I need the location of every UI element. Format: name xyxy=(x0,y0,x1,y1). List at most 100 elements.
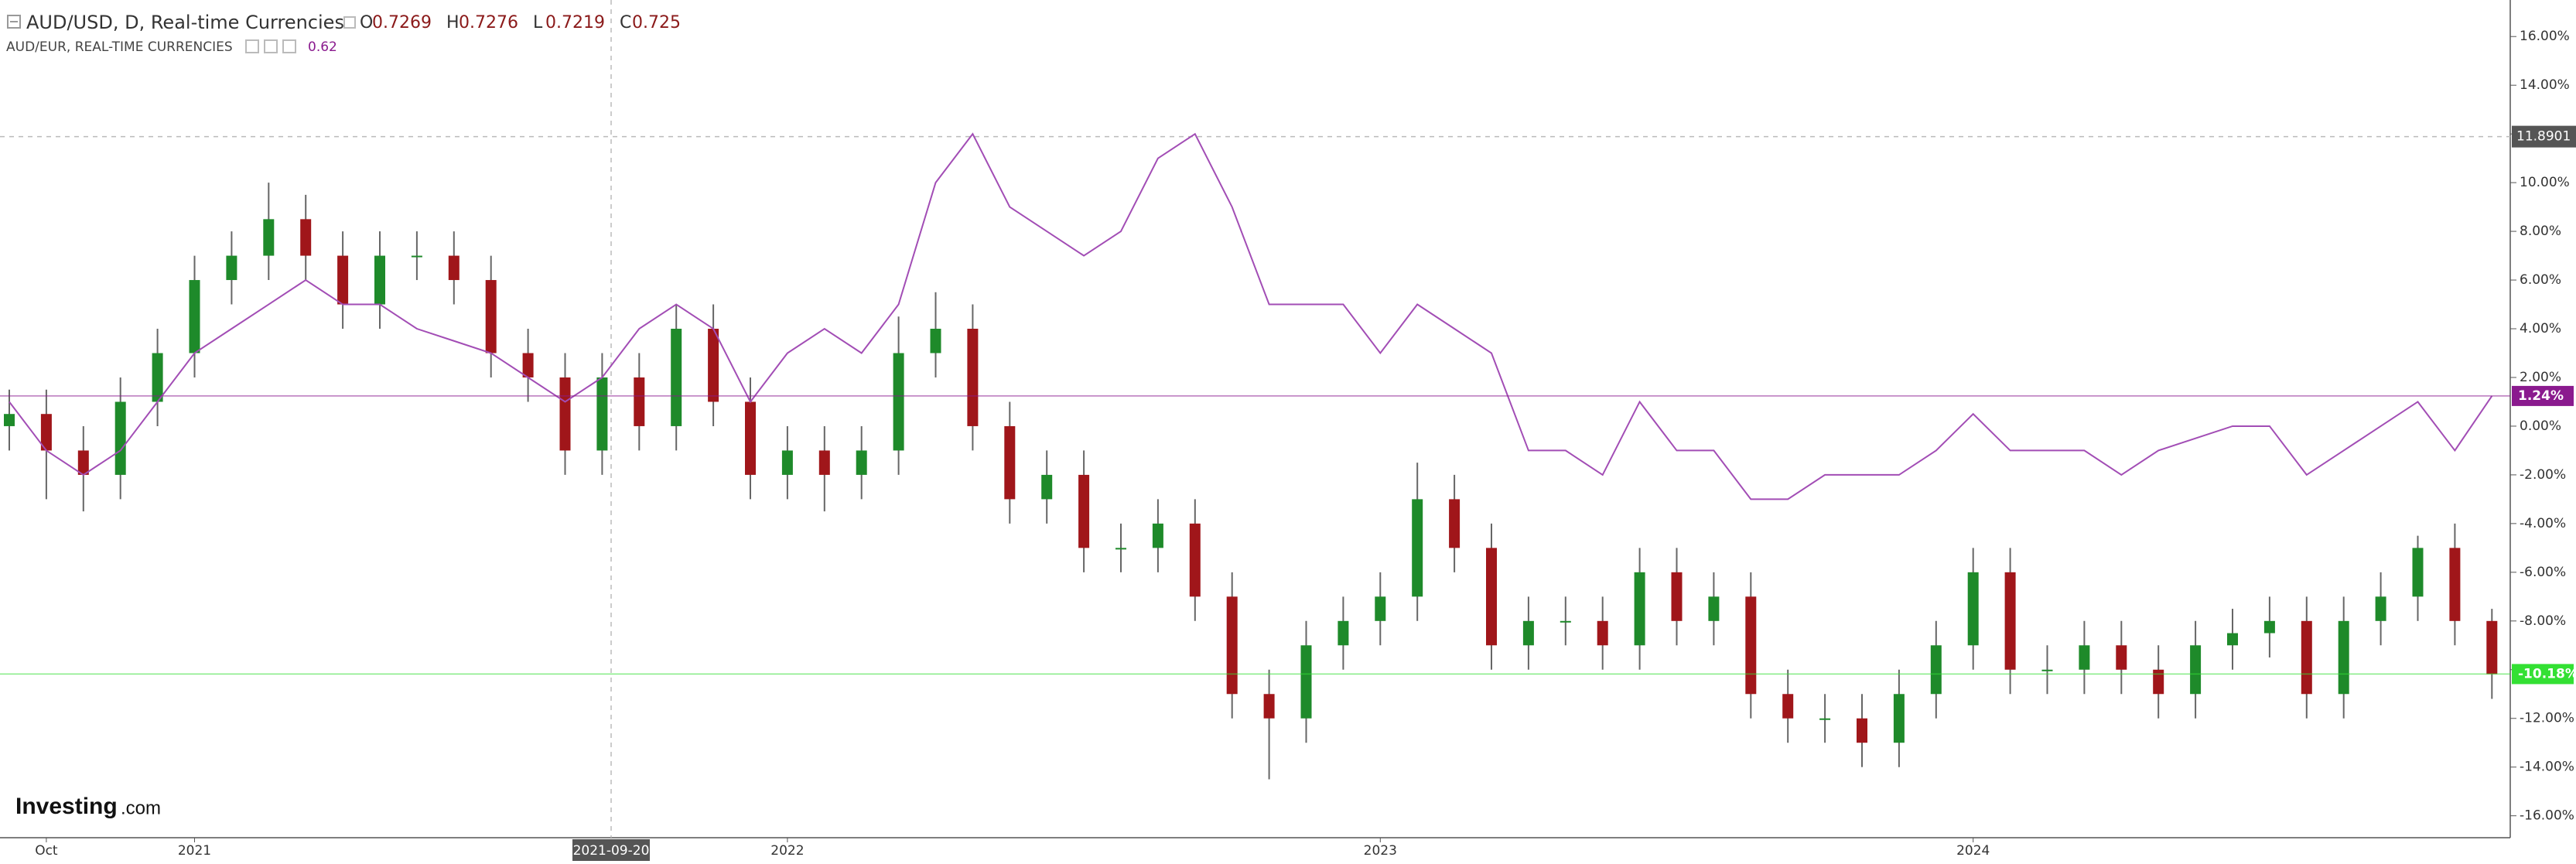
candle-body xyxy=(448,255,460,281)
candle-body xyxy=(226,255,237,281)
candle-body xyxy=(1597,620,1608,646)
candle-body xyxy=(1782,694,1794,719)
candle-body xyxy=(1967,572,1979,646)
candle-body xyxy=(1412,499,1423,597)
candle-body xyxy=(2486,620,2498,674)
last-value-tag xyxy=(2512,664,2574,685)
ohlc-value: 0.725 xyxy=(632,13,681,32)
remove-icon[interactable] xyxy=(282,39,296,53)
candle-body xyxy=(2153,669,2164,695)
candle-body xyxy=(337,255,349,305)
candle-body xyxy=(2338,620,2349,695)
candle-body xyxy=(2190,645,2202,695)
candle-body xyxy=(2116,645,2127,670)
candle-body xyxy=(708,329,719,402)
legend-icons xyxy=(245,39,296,53)
candle-body xyxy=(4,414,15,426)
candle-body xyxy=(1375,596,1386,621)
candle-body xyxy=(1745,596,1757,695)
candle-body xyxy=(1226,596,1238,695)
last-value-label: 1.24% xyxy=(2518,388,2564,404)
ohlc-letter: C xyxy=(620,13,631,32)
candle-body xyxy=(1930,645,1942,695)
y-tick-label: -16.00% xyxy=(2520,808,2574,824)
candle-body xyxy=(411,255,422,258)
x-tick-label: 2023 xyxy=(1364,843,1397,859)
crosshair-y-tag xyxy=(2512,125,2576,148)
ohlc-letter: H xyxy=(446,13,460,32)
candle-body xyxy=(522,353,534,377)
main-title: AUD/USD, D, Real-time Currencies xyxy=(26,12,344,33)
crosshair-x-tag xyxy=(572,839,650,861)
candle-body xyxy=(634,377,645,426)
ohlc-letter: L xyxy=(533,13,543,32)
candle-body xyxy=(893,353,904,451)
ohlc-value: 0.7269 xyxy=(372,13,432,32)
y-tick-label: 6.00% xyxy=(2520,272,2561,288)
visibility-icon[interactable] xyxy=(264,39,278,53)
y-tick-label: -14.00% xyxy=(2520,760,2574,775)
candle-body xyxy=(559,377,571,451)
settings-icon[interactable] xyxy=(245,39,259,53)
candle-body xyxy=(2041,669,2053,671)
x-tick-label: Oct xyxy=(35,843,58,859)
candle-body xyxy=(1671,572,1683,621)
candle-body xyxy=(1041,474,1053,500)
candle-body xyxy=(1078,474,1090,548)
candle-body xyxy=(2449,548,2461,621)
candle-body xyxy=(671,329,682,426)
candle-body xyxy=(2375,596,2386,621)
candle-body xyxy=(77,450,89,475)
candle-body xyxy=(818,450,830,475)
legend-value: 0.62 xyxy=(308,39,337,55)
candle-body xyxy=(1708,596,1720,621)
candle-body xyxy=(596,377,608,451)
collapse-icon[interactable] xyxy=(7,15,21,29)
candle-body xyxy=(967,329,979,426)
candle-body xyxy=(1634,572,1645,646)
candle-body xyxy=(1115,548,1126,550)
candle-body xyxy=(1338,620,1349,646)
candle-body xyxy=(485,280,497,353)
logo-brand: Investing xyxy=(15,794,118,819)
last-value-tag xyxy=(2512,385,2574,406)
y-tick-label: -2.00% xyxy=(2520,467,2566,483)
candle-body xyxy=(152,353,163,402)
candle-body xyxy=(745,401,756,475)
y-tick-label: 4.00% xyxy=(2520,321,2561,336)
y-tick-label: 16.00% xyxy=(2520,29,2570,44)
candle-body xyxy=(300,219,312,256)
y-tick-label: -6.00% xyxy=(2520,565,2566,580)
y-tick-label: 0.00% xyxy=(2520,418,2561,434)
crosshair-x-label: 2021-09-20 xyxy=(573,843,650,859)
ohlc-value: 0.7219 xyxy=(545,13,605,32)
candle-body xyxy=(1857,718,1867,743)
crosshair-y-label: 11.8901 xyxy=(2516,129,2571,145)
x-tick-label: 2021 xyxy=(178,843,211,859)
candle-body xyxy=(1263,694,1275,719)
candle-body xyxy=(1300,645,1312,719)
candle-body xyxy=(189,280,200,353)
ohlc-letter: O xyxy=(360,13,373,32)
logo-suffix: .com xyxy=(121,797,161,818)
candle-body xyxy=(2301,620,2312,695)
candle-body xyxy=(1004,425,1016,500)
candle-body xyxy=(2227,633,2238,646)
candle-body xyxy=(930,329,941,353)
candle-body xyxy=(374,255,385,305)
candle-body xyxy=(1152,523,1163,548)
ohlc-value: 0.7276 xyxy=(459,13,518,32)
candle-body xyxy=(1522,620,1534,646)
x-tick-label: 2022 xyxy=(770,843,804,859)
candle-body xyxy=(2412,548,2424,597)
candle-body xyxy=(2079,645,2090,670)
candle-body xyxy=(781,450,793,475)
ohlc-readout: O0.7269 H 0.7276 L 0.7219 C 0.725 xyxy=(343,13,681,32)
candle-body xyxy=(1449,499,1461,548)
y-tick-label: -4.00% xyxy=(2520,516,2566,531)
y-tick-label: 14.00% xyxy=(2520,77,2570,93)
last-value-label: -10.18% xyxy=(2518,666,2576,681)
